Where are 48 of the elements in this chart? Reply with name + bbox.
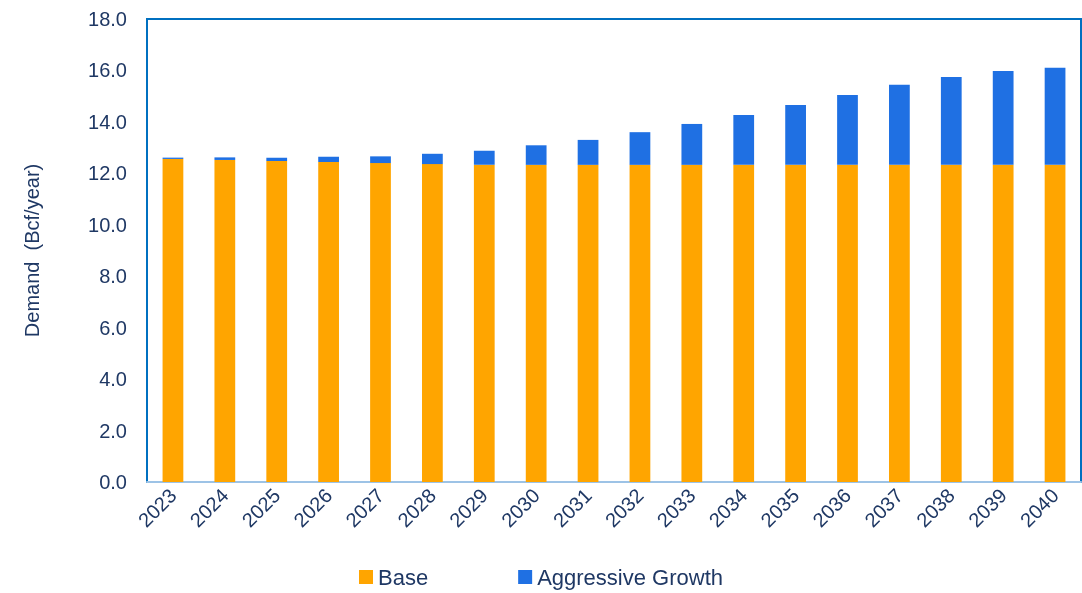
bar [1044, 164, 1066, 482]
bar [681, 123, 703, 165]
bar [629, 132, 651, 165]
bar [525, 145, 547, 165]
bar [889, 164, 910, 482]
bar [889, 84, 910, 165]
bar [785, 104, 806, 165]
legend-label: Base [378, 564, 429, 590]
bar [370, 156, 391, 164]
bar [473, 164, 495, 482]
bar [577, 164, 599, 482]
y-tick-label: 6.0 [99, 316, 127, 339]
bar [214, 159, 236, 482]
bar [785, 164, 806, 482]
bar [940, 76, 962, 165]
bar [837, 164, 858, 482]
bar [370, 163, 391, 482]
bar [266, 157, 288, 161]
bar [473, 150, 495, 165]
bar [681, 164, 703, 482]
bar [733, 114, 755, 165]
y-tick-label: 10.0 [88, 213, 127, 236]
y-tick-label: 14.0 [88, 110, 127, 133]
y-axis-title: Demand (Bcf/year) [21, 163, 43, 338]
y-tick-label: 18.0 [88, 8, 127, 30]
legend-label: Aggressive Growth [537, 564, 724, 590]
y-tick-label: 12.0 [88, 162, 127, 185]
bar [266, 160, 288, 482]
y-tick-label: 8.0 [99, 265, 127, 288]
bar [422, 164, 443, 482]
bar [992, 164, 1014, 482]
bar [422, 153, 443, 165]
bar [1044, 67, 1066, 165]
bar [318, 162, 339, 482]
y-tick-label: 4.0 [99, 368, 127, 391]
bar [940, 164, 962, 482]
bar [214, 157, 236, 160]
bar [162, 158, 184, 482]
bar [318, 156, 339, 163]
y-tick-label: 2.0 [99, 419, 127, 442]
bar [992, 70, 1014, 165]
y-tick-label: 0.0 [99, 471, 127, 493]
bar [629, 164, 651, 482]
bar [733, 164, 755, 482]
bar [577, 139, 599, 165]
bar [525, 164, 547, 482]
bar [837, 94, 858, 165]
y-tick-label: 16.0 [88, 59, 127, 82]
